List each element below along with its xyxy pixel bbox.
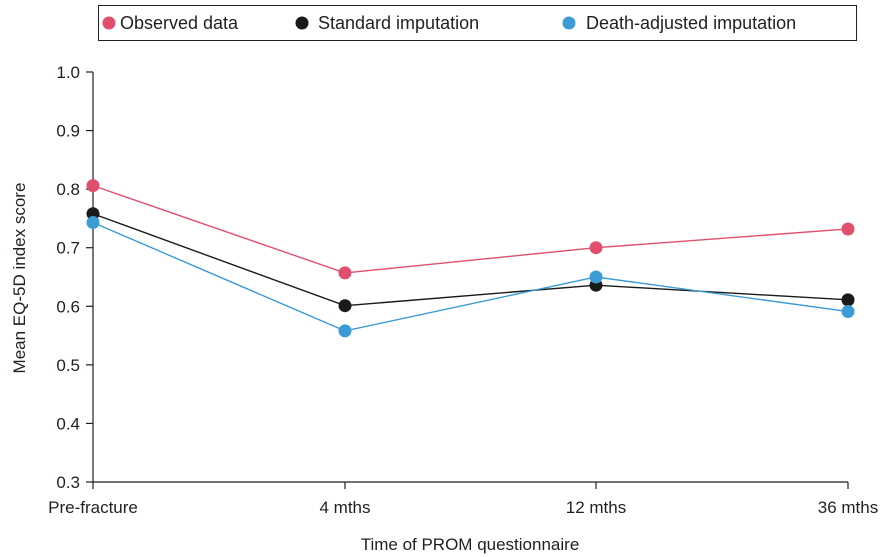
data-point <box>338 266 352 280</box>
data-point <box>86 179 100 193</box>
legend-marker <box>562 16 576 30</box>
x-axis-title: Time of PROM questionnaire <box>361 535 580 554</box>
x-tick-label: 36 mths <box>818 498 878 517</box>
legend-marker <box>295 16 309 30</box>
data-point <box>338 299 352 313</box>
legend-item: Standard imputation <box>295 13 479 33</box>
y-tick-label: 0.6 <box>56 297 80 316</box>
series-line <box>92 184 849 274</box>
y-tick-label: 0.5 <box>56 356 80 375</box>
series-line <box>92 221 849 332</box>
legend-item: Death-adjusted imputation <box>562 13 796 33</box>
data-point <box>841 305 855 319</box>
series-layer <box>86 179 855 338</box>
series-1 <box>86 179 855 280</box>
y-tick-label: 0.9 <box>56 122 80 141</box>
data-point <box>589 270 603 284</box>
data-point <box>841 293 855 307</box>
y-tick-label: 0.4 <box>56 414 80 433</box>
series-3 <box>86 216 855 338</box>
y-tick-label: 0.3 <box>56 473 80 492</box>
x-tick-label: 12 mths <box>566 498 626 517</box>
series-line <box>92 213 849 307</box>
legend-marker <box>102 16 116 30</box>
y-tick-label: 0.8 <box>56 180 80 199</box>
legend-label: Observed data <box>120 13 239 33</box>
legend-box <box>98 5 857 41</box>
y-tick-label: 0.7 <box>56 239 80 258</box>
data-point <box>841 222 855 236</box>
data-point <box>86 216 100 230</box>
data-point <box>338 324 352 338</box>
y-tick-label: 1.0 <box>56 63 80 82</box>
legend: Observed data Standard imputation Death-ad… <box>98 5 857 41</box>
x-tick-label: Pre-fracture <box>48 498 138 517</box>
axes: 0.3 0.4 0.5 0.6 0.7 0.8 0.9 1.0 Pre-fracture 4 mt… <box>48 63 878 517</box>
data-point <box>589 241 603 255</box>
legend-item: Observed data <box>102 13 239 33</box>
y-axis-title: Mean EQ-5D index score <box>10 183 29 374</box>
legend-label: Death-adjusted imputation <box>586 13 796 33</box>
x-tick-label: 4 mths <box>319 498 370 517</box>
legend-label: Standard imputation <box>318 13 479 33</box>
